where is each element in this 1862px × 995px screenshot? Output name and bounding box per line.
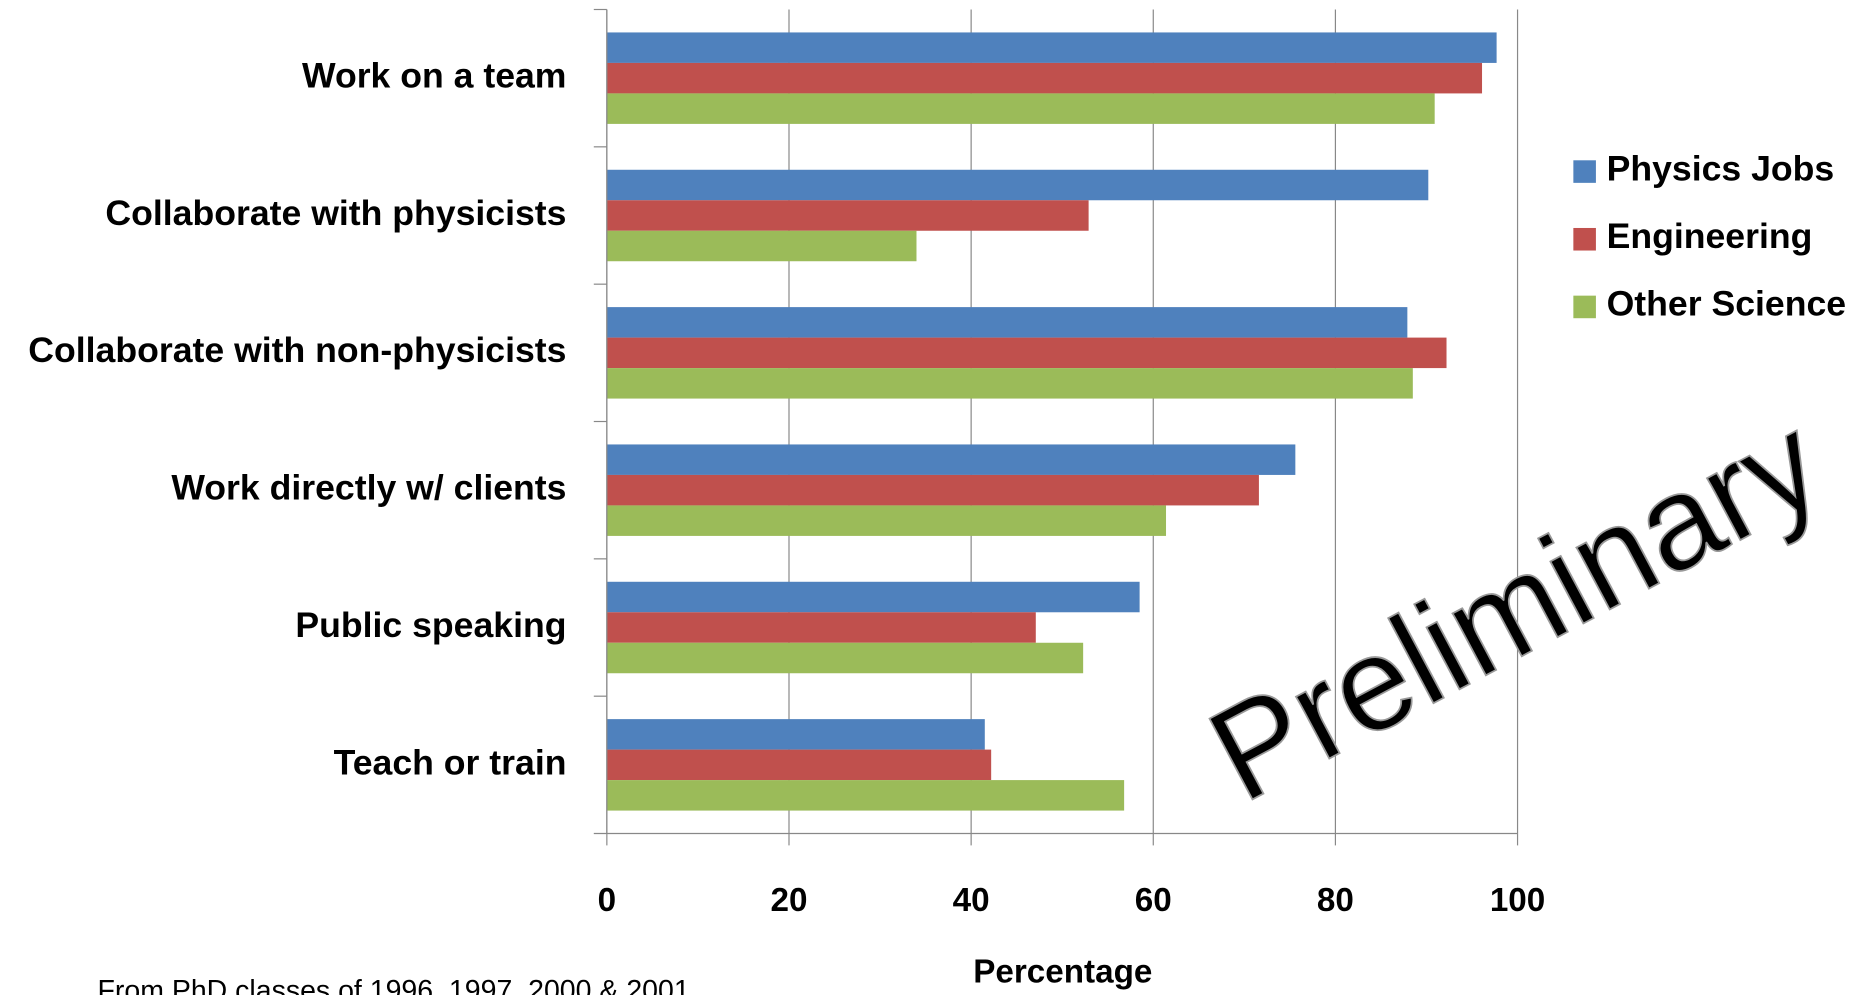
x-axis-title: Percentage — [973, 953, 1152, 990]
legend-label: Other Science — [1607, 284, 1846, 324]
bar — [606, 444, 1296, 475]
bar — [606, 749, 992, 781]
legend-swatch — [1573, 160, 1596, 183]
x-tick-label: 100 — [1490, 882, 1545, 919]
legend-label: Physics Jobs — [1607, 148, 1835, 188]
footnote: From PhD classes of 1996, 1997, 2000 & 2… — [97, 975, 689, 995]
x-tick-label: 0 — [598, 882, 616, 919]
bar — [606, 368, 1413, 399]
bar — [606, 474, 1259, 506]
bar — [606, 62, 1483, 94]
bar — [606, 32, 1497, 63]
bar — [606, 169, 1429, 201]
bar — [606, 200, 1089, 231]
bar — [606, 307, 1408, 338]
bar — [606, 612, 1036, 643]
x-tick-label: 40 — [953, 882, 990, 919]
legend-swatch — [1573, 227, 1596, 251]
bar — [606, 719, 985, 750]
y-tick-label: Public speaking — [295, 605, 566, 645]
y-tick-label: Work on a team — [302, 56, 566, 96]
y-tick-label: Teach or train — [334, 742, 567, 782]
bar — [606, 780, 1125, 811]
x-tick-label: 20 — [771, 882, 808, 919]
bar — [606, 505, 1167, 536]
y-tick-label: Work directly w/ clients — [171, 468, 566, 508]
x-tick-label: 60 — [1135, 882, 1172, 919]
legend-label: Engineering — [1607, 216, 1813, 256]
bar — [606, 642, 1084, 674]
y-tick-label: Collaborate with non-physicists — [28, 330, 566, 370]
legend-swatch — [1573, 295, 1596, 319]
bar — [606, 337, 1447, 369]
bar — [606, 581, 1140, 613]
x-tick-label: 80 — [1317, 882, 1354, 919]
bar — [606, 230, 917, 262]
y-tick-label: Collaborate with physicists — [105, 193, 566, 233]
bar — [606, 93, 1435, 124]
